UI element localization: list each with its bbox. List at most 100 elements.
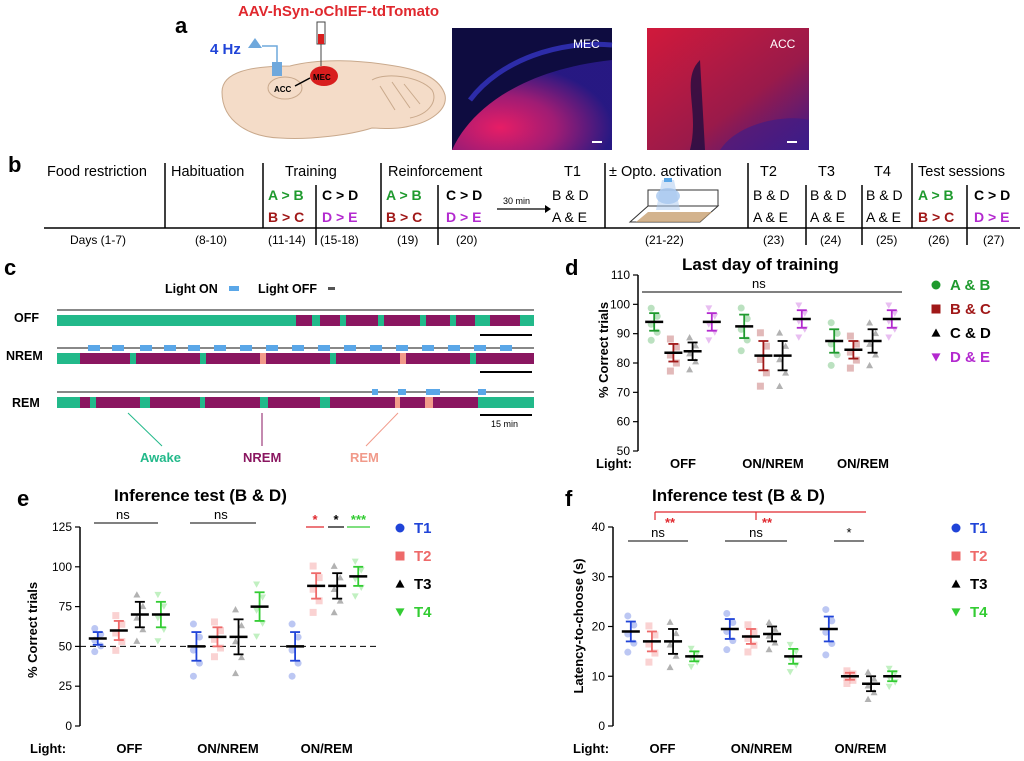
data-point bbox=[189, 620, 197, 628]
significance-label: ** bbox=[762, 515, 773, 530]
data-point bbox=[315, 597, 323, 605]
sleep-state-segment bbox=[520, 315, 534, 326]
y-tick-label: 60 bbox=[617, 415, 631, 429]
light-on-epoch bbox=[478, 389, 486, 395]
data-point bbox=[776, 382, 784, 389]
y-tick-label: 90 bbox=[617, 327, 631, 341]
test-ae: A & E bbox=[866, 209, 901, 225]
data-point bbox=[870, 675, 878, 682]
data-point bbox=[154, 591, 162, 599]
test-bd: B & D bbox=[810, 187, 847, 203]
data-point bbox=[762, 342, 770, 350]
sleep-state-segment bbox=[80, 397, 90, 408]
data-point bbox=[238, 653, 246, 661]
hypnogram-row-label: REM bbox=[12, 396, 40, 410]
data-point bbox=[195, 633, 203, 641]
panel-label-b: b bbox=[8, 152, 21, 177]
data-point bbox=[645, 640, 653, 648]
legend-label: T2 bbox=[970, 548, 988, 565]
data-point bbox=[666, 335, 674, 343]
data-point bbox=[630, 621, 638, 629]
hypnograms: OFF NREM REM 15 min Awake NREM REM bbox=[6, 309, 534, 465]
test-ae: A & E bbox=[552, 209, 587, 225]
sleep-state-segment bbox=[400, 397, 425, 408]
state-label-awake: Awake bbox=[140, 450, 181, 465]
state-label-rem: REM bbox=[350, 450, 379, 465]
y-tick-label: 70 bbox=[617, 385, 631, 399]
sleep-state-segment bbox=[268, 397, 320, 408]
light-on-epoch bbox=[188, 345, 200, 351]
stage-days: (24) bbox=[820, 233, 841, 247]
stage-days: Days (1-7) bbox=[70, 233, 126, 247]
data-point bbox=[795, 302, 803, 309]
significance-label: * bbox=[312, 512, 318, 527]
data-point bbox=[891, 310, 899, 317]
data-point bbox=[852, 340, 860, 348]
pair-cd: C > D bbox=[974, 187, 1010, 203]
legend-label: T2 bbox=[414, 548, 432, 565]
hypnogram-legend: Light ON Light OFF bbox=[165, 282, 335, 296]
data-point bbox=[776, 329, 784, 336]
data-point bbox=[645, 622, 653, 630]
hypnogram-row-label: OFF bbox=[14, 311, 39, 325]
data-point bbox=[666, 663, 674, 671]
sleep-state-segment bbox=[296, 315, 312, 326]
test-ae: A & E bbox=[810, 209, 845, 225]
pair-de: D > E bbox=[322, 209, 357, 225]
data-point bbox=[357, 567, 365, 574]
data-point bbox=[692, 342, 700, 349]
data-point bbox=[330, 562, 338, 569]
stage-title: ± Opto. activation bbox=[609, 164, 722, 180]
data-point bbox=[786, 669, 794, 676]
sleep-state-segment bbox=[406, 353, 470, 364]
y-tick-label: 50 bbox=[59, 639, 73, 653]
light-on-epoch bbox=[214, 345, 226, 351]
data-point bbox=[238, 621, 246, 629]
data-point bbox=[336, 597, 344, 604]
pair-bc: B > C bbox=[386, 209, 422, 225]
light-on-epoch bbox=[372, 389, 378, 395]
legend-marker bbox=[951, 551, 961, 561]
acc-region bbox=[267, 76, 303, 100]
data-point bbox=[91, 648, 99, 656]
significance-label: ns bbox=[749, 525, 763, 540]
histology-image-acc: ACC bbox=[647, 28, 809, 150]
data-point bbox=[112, 629, 120, 637]
test-bd: B & D bbox=[552, 187, 589, 203]
data-point bbox=[139, 602, 147, 610]
stage-days: (23) bbox=[763, 233, 784, 247]
data-point bbox=[112, 612, 120, 620]
data-point bbox=[765, 618, 773, 626]
y-axis-label: % Correct trials bbox=[25, 582, 40, 678]
data-point bbox=[864, 695, 872, 703]
legend-marker bbox=[931, 304, 941, 314]
stage-title: Habituation bbox=[171, 164, 244, 180]
sleep-state-segment bbox=[475, 315, 490, 326]
sleep-state-segment bbox=[330, 397, 395, 408]
data-point bbox=[686, 334, 694, 341]
data-point bbox=[315, 574, 323, 582]
data-point bbox=[647, 304, 655, 312]
panel-label-e: e bbox=[17, 486, 29, 511]
brain-diagram: ACC MEC bbox=[221, 21, 446, 139]
sleep-state-segment bbox=[425, 397, 433, 408]
data-point bbox=[330, 608, 338, 616]
protocol-timeline: Food restriction Habituation Training Re… bbox=[44, 163, 1020, 247]
light-on-epoch bbox=[164, 345, 176, 351]
test-bd: B & D bbox=[866, 187, 903, 203]
data-point bbox=[210, 653, 218, 661]
sleep-state-segment bbox=[336, 353, 400, 364]
stage-days: (15-18) bbox=[320, 233, 359, 247]
data-point bbox=[737, 325, 745, 333]
chart-title: Last day of training bbox=[682, 255, 839, 274]
data-point bbox=[864, 682, 872, 689]
sleep-state-segment bbox=[400, 353, 406, 364]
legend-label: T4 bbox=[414, 604, 432, 621]
data-point bbox=[822, 606, 830, 614]
chart-title: Inference test (B & D) bbox=[652, 486, 825, 505]
light-on-epoch bbox=[266, 345, 278, 351]
scale-bar-label: 15 min bbox=[491, 419, 518, 429]
data-point bbox=[872, 329, 880, 337]
